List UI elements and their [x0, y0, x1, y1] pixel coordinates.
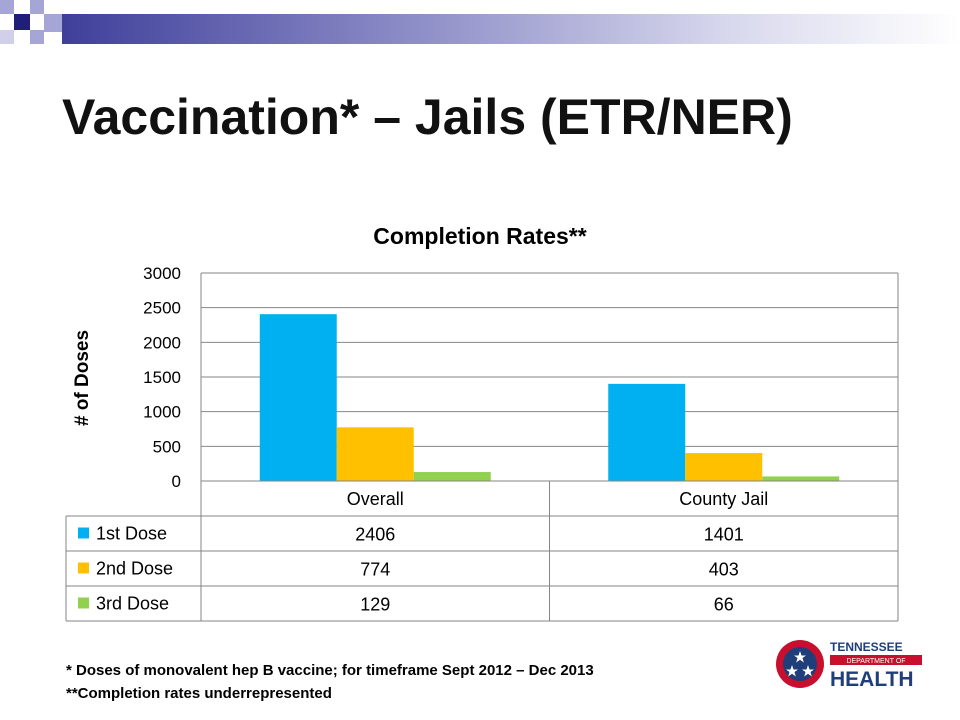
header-square — [14, 14, 30, 30]
footnote-doses: * Doses of monovalent hep B vaccine; for… — [66, 662, 594, 679]
tennessee-health-logo: TENNESSEE DEPARTMENT OF HEALTH — [776, 640, 922, 691]
logo-state-text: TENNESSEE — [830, 640, 903, 654]
header-square — [44, 14, 62, 32]
bar-1st-dose — [259, 314, 337, 481]
data-table-value: 66 — [714, 595, 734, 615]
category-label: Overall — [347, 489, 404, 509]
legend-label: 1st Dose — [96, 524, 167, 544]
slide-title: Vaccination* – Jails (ETR/NER) — [62, 89, 793, 145]
y-tick-label: 1000 — [143, 403, 181, 422]
data-table-value: 2406 — [355, 525, 395, 545]
y-tick-label: 1500 — [143, 368, 181, 387]
data-table-value: 1401 — [704, 525, 744, 545]
logo-dept-text: DEPARTMENT OF — [846, 658, 905, 665]
y-tick-label: 2500 — [143, 299, 181, 318]
header-square — [0, 30, 14, 44]
y-axis-label: # of Doses — [72, 330, 93, 426]
header-square — [30, 30, 44, 44]
bar-3rd-dose — [762, 476, 840, 481]
category-label: County Jail — [679, 489, 768, 509]
data-table-value: 129 — [360, 595, 390, 615]
bar-3rd-dose — [413, 472, 491, 481]
logo-health-text: HEALTH — [830, 668, 914, 691]
header-square — [30, 0, 44, 14]
header-square — [0, 0, 14, 14]
legend-swatch — [78, 562, 89, 574]
y-tick-label: 3000 — [143, 264, 181, 283]
legend-swatch — [78, 597, 89, 609]
bar-2nd-dose — [685, 453, 763, 481]
header-bar — [62, 14, 960, 44]
y-tick-label: 0 — [172, 472, 181, 491]
footnote-completion: **Completion rates underrepresented — [66, 685, 332, 702]
data-table-value: 403 — [709, 560, 739, 580]
bar-1st-dose — [608, 383, 686, 481]
y-tick-label: 2000 — [143, 333, 181, 352]
legend-label: 3rd Dose — [96, 594, 169, 614]
chart-title: Completion Rates** — [373, 223, 586, 249]
legend-label: 2nd Dose — [96, 559, 173, 579]
bar-2nd-dose — [336, 427, 414, 481]
y-tick-label: 500 — [153, 437, 181, 456]
data-table-value: 774 — [360, 560, 390, 580]
legend-swatch — [78, 527, 89, 539]
